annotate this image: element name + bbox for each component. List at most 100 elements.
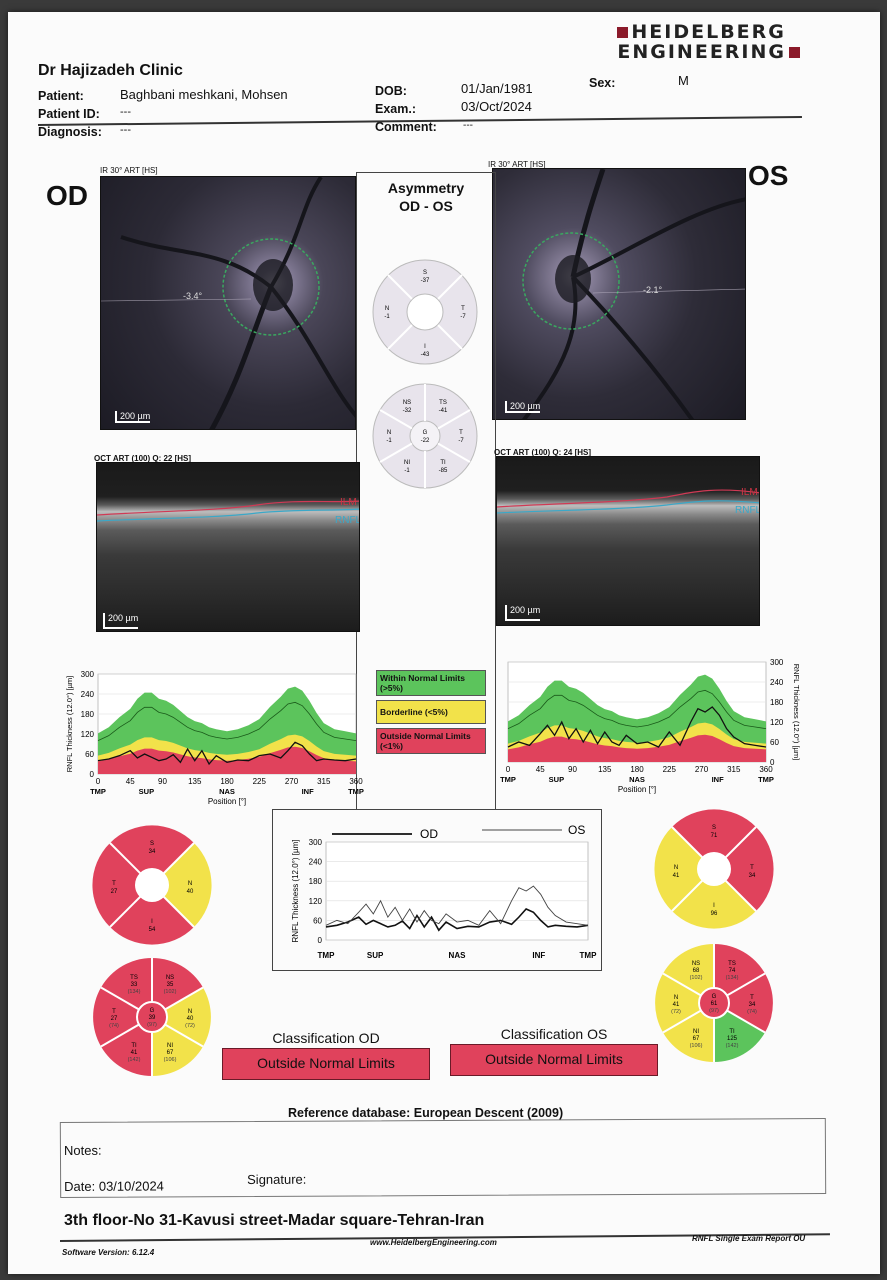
normative-mean-line: [97, 701, 357, 742]
compare-y-tick-label: 300: [309, 838, 323, 847]
od-g-ref: (97): [147, 1022, 157, 1028]
od-i-label: I: [151, 919, 153, 925]
asym-s-value: -37: [421, 278, 430, 284]
os-ns-ref: (102): [690, 975, 703, 981]
asym-ns-label: NS: [403, 400, 411, 406]
od-ni-label: NI: [167, 1043, 173, 1049]
od-ts-ref: (134): [128, 989, 141, 995]
y-tick-label: 240: [81, 690, 95, 699]
os-s-value: 71: [711, 833, 718, 839]
comment-value: ---: [463, 120, 473, 131]
compare-x-sector-label: INF: [532, 951, 545, 960]
patient-value: Baghbani meshkani, Mohsen: [120, 87, 288, 102]
heidelberg-logo: HEIDELBERG ENGINEERING: [617, 22, 800, 62]
od-t-value: 27: [111, 889, 118, 895]
os-ti-value: 125: [727, 1036, 738, 1042]
os-ni-value: 67: [693, 1036, 700, 1042]
x-tick-label: 90: [568, 765, 577, 774]
y-axis-label: RNFL Thickness (12.0°) [µm]: [65, 676, 74, 773]
od-ti-label: TI: [131, 1043, 137, 1049]
os-ns-value: 68: [693, 968, 700, 974]
os-ts-value: 74: [729, 968, 736, 974]
od-n6-ref: (72): [185, 1023, 195, 1029]
os-n6-ref: (72): [671, 1009, 681, 1015]
patient-id-label: Patient ID:: [38, 107, 100, 121]
asymmetry-sector-chart: NS -32 TS -41 N -1 G -22 T -7 NI -1 TI -…: [372, 383, 478, 489]
od-oct-bscan: ILM RNFL 200 µm: [96, 462, 360, 632]
od-n-value: 40: [187, 889, 194, 895]
clinic-name: Dr Hajizadeh Clinic: [38, 62, 183, 79]
os-ts-ref: (134): [726, 975, 739, 981]
y-tick-label: 180: [770, 698, 784, 707]
compare-x-sector-label: SUP: [367, 951, 384, 960]
legend-outside-sub: (<1%): [380, 741, 403, 751]
compare-os-line: [325, 885, 589, 926]
od-n-label: N: [188, 881, 192, 887]
legend-outside: Outside Normal Limits (<1%): [376, 728, 486, 754]
asym-ti-value: -85: [439, 468, 448, 474]
y-tick-label: 120: [81, 730, 95, 739]
od-n6-value: 40: [187, 1016, 194, 1022]
x-tick-label: 135: [598, 765, 612, 774]
od-t6-value: 27: [111, 1016, 118, 1022]
asym-n-label: N: [385, 306, 389, 312]
compare-chart: 0 60 120 180 240 300 TMP SUP NAS INF TMP RNFL Thick…: [291, 823, 597, 960]
od-fundus-image: -3.4° 200 µm: [100, 176, 356, 430]
od-classification-title: Classification OD: [272, 1030, 380, 1046]
od-oct-label: OCT ART (100) Q: 22 [HS]: [94, 454, 192, 463]
outside-band: [98, 746, 356, 774]
x-tick-label: 45: [126, 777, 135, 786]
compare-y-tick-label: 60: [313, 916, 322, 925]
outside-band: [508, 734, 766, 762]
os-t6-value: 34: [749, 1002, 756, 1008]
os-quadrant-chart: S 71 N 41 T 34 I 96: [654, 809, 774, 929]
patient-thickness-line: [507, 706, 767, 748]
report-page: HEIDELBERG ENGINEERING Dr Hajizadeh Clin…: [8, 12, 880, 1274]
os-g-ref: (97): [709, 1008, 719, 1014]
y-tick-label: 300: [770, 658, 784, 667]
x-sector-label: TMP: [348, 787, 364, 796]
os-fundus-overlay: [522, 169, 745, 419]
os-oct-label: OCT ART (100) Q: 24 [HS]: [494, 448, 592, 457]
os-g-value: 61: [711, 1001, 718, 1007]
patient-id-value: ---: [120, 106, 131, 118]
x-tick-label: 270: [695, 765, 709, 774]
x-sector-label: TMP: [90, 787, 106, 796]
compare-x-sector-label: TMP: [318, 951, 336, 960]
od-classification-result: Outside Normal Limits: [222, 1048, 430, 1080]
od-ts-value: 33: [131, 982, 138, 988]
os-sector-chart: NS 68 (102) TS 74 (134) N 41 (72) G 61 (…: [655, 944, 773, 1062]
x-tick-label: 360: [349, 777, 363, 786]
os-t6-ref: (74): [747, 1009, 757, 1015]
website: www.HeidelbergEngineering.com: [370, 1238, 497, 1247]
software-version: Software Version: 6.12.4: [62, 1248, 155, 1257]
dob-label: DOB:: [375, 84, 407, 98]
os-t-label: T: [750, 865, 754, 871]
os-ti-ref: (142): [726, 1043, 739, 1049]
os-angle: -2.1°: [643, 285, 663, 295]
od-ti-ref: (142): [128, 1057, 141, 1063]
os-i-label: I: [713, 903, 715, 909]
y-tick-label: 60: [770, 738, 779, 747]
notes-box: Notes: Date: 03/10/2024 Signature:: [59, 1117, 827, 1199]
asym-ti-label: TI: [440, 460, 446, 466]
os-i-value: 96: [711, 911, 718, 917]
od-quadrant-chart: S 34 T 27 N 40 I 54: [92, 825, 212, 945]
diagnosis-label: Diagnosis:: [38, 125, 102, 139]
os-rnfl-label: RNFL: [735, 505, 760, 516]
clinic-address: 3th floor-No 31-Kavusi street-Madar squa…: [64, 1212, 485, 1229]
comment-label: Comment:: [375, 120, 437, 134]
x-axis-label: Position [°]: [618, 785, 656, 794]
asym-t6-label: T: [459, 430, 463, 436]
date-label: Date: 03/10/2024: [64, 1178, 164, 1194]
os-eye-label: OS: [748, 160, 789, 191]
os-s-label: S: [712, 825, 716, 831]
os-ts-label: TS: [728, 961, 736, 967]
od-ns-value: 35: [167, 982, 174, 988]
x-sector-label: TMP: [758, 775, 774, 784]
x-axis-label: Position [°]: [208, 797, 246, 806]
x-sector-label: INF: [712, 775, 725, 784]
compare-od-line: [325, 907, 589, 932]
asym-n6-label: N: [387, 430, 391, 436]
